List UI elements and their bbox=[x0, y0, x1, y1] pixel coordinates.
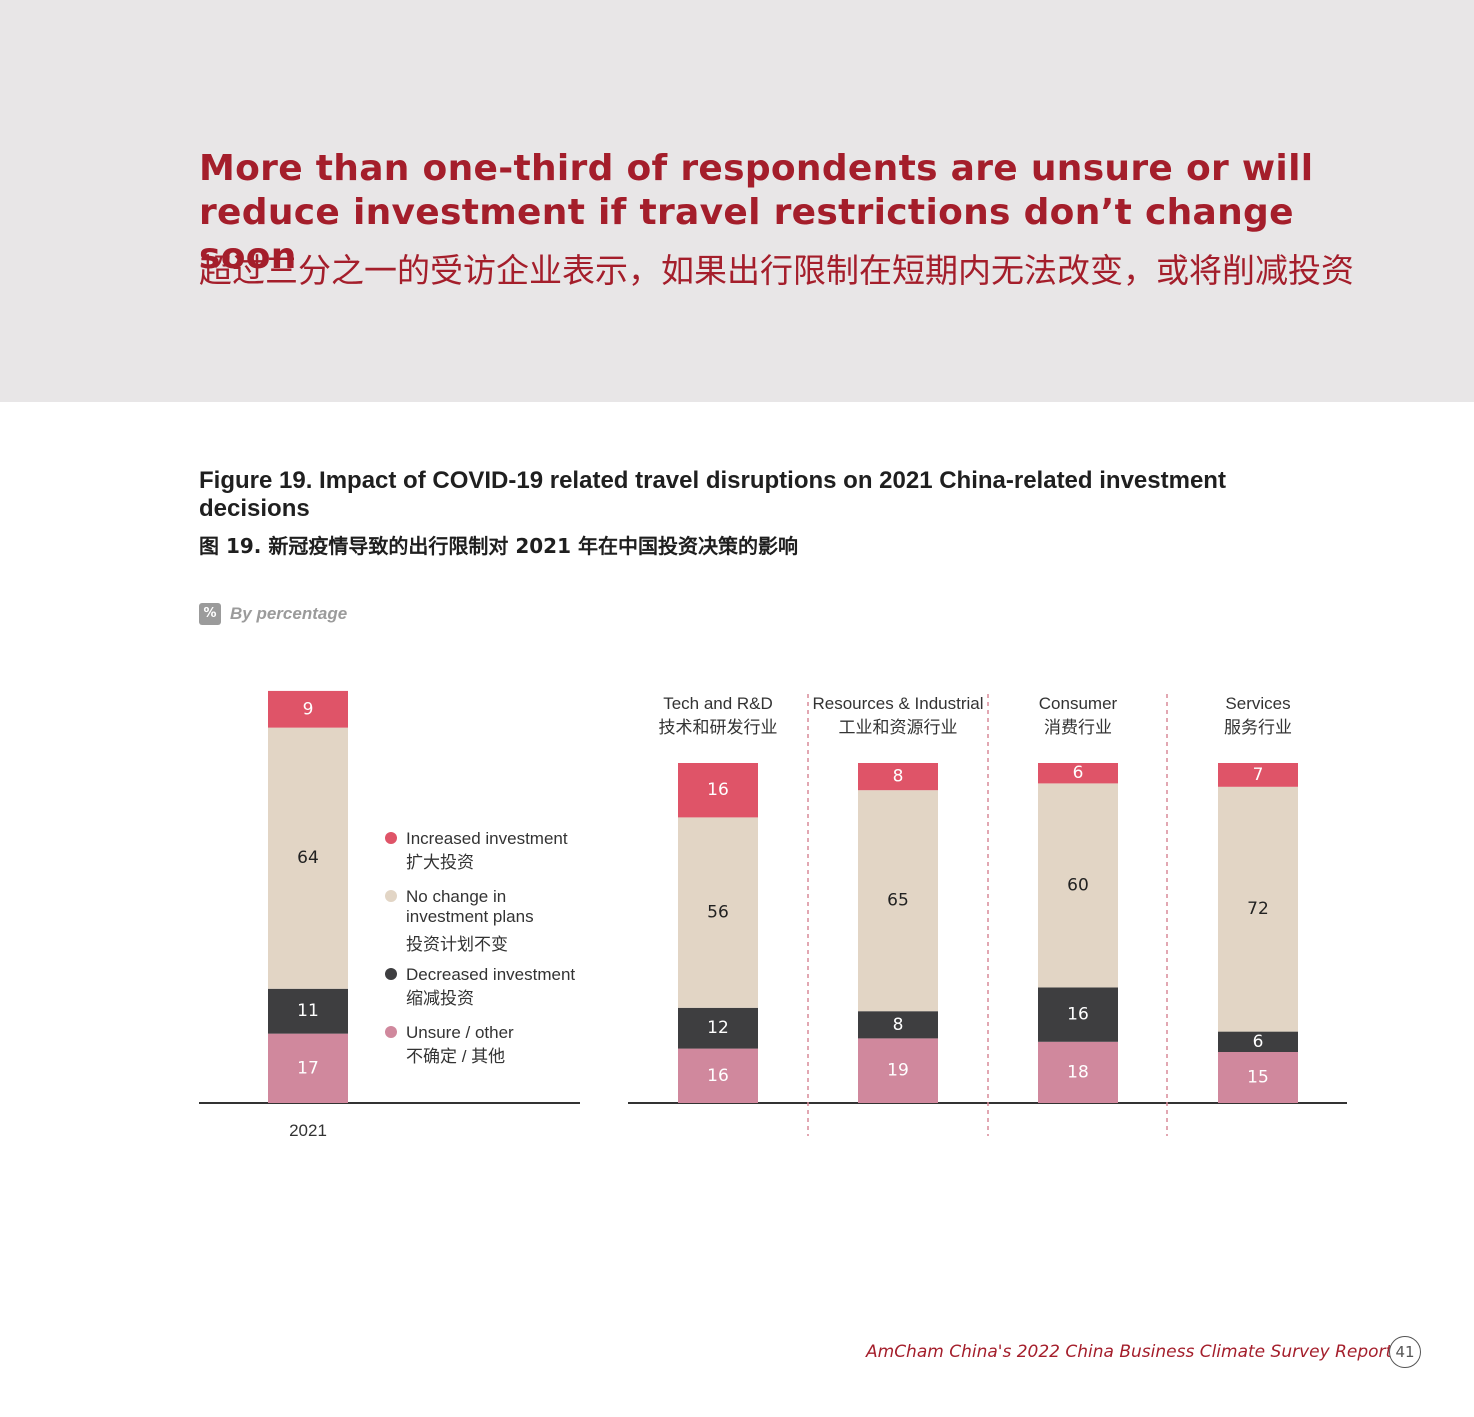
data-label-unsure-consumer: 18 bbox=[1067, 1062, 1089, 1082]
category-label-tech-and-r-d: Tech and R&D bbox=[663, 694, 773, 713]
x-tick-label-2021: 2021 bbox=[289, 1121, 327, 1140]
category-label-consumer: Consumer bbox=[1039, 694, 1118, 713]
data-label-decreased-services: 6 bbox=[1253, 1032, 1264, 1052]
category-label-zh-tech-and-r-d: 技术和研发行业 bbox=[659, 718, 778, 737]
bar-segment-unsure-2021 bbox=[268, 1033, 348, 1103]
category-label-zh-services: 服务行业 bbox=[1224, 718, 1292, 737]
bar-segment-no-change-resources-industrial bbox=[858, 790, 938, 1012]
percent-icon: % bbox=[199, 603, 221, 625]
bar-segment-increased-resources-industrial bbox=[858, 763, 938, 791]
category-label-zh-resources-industrial: 工业和资源行业 bbox=[839, 718, 958, 737]
figure-title-chinese: 图 19. 新冠疫情导致的出行限制对 2021 年在中国投资决策的影响 bbox=[199, 534, 798, 558]
footer-report-title: AmCham China's 2022 China Business Clima… bbox=[866, 1342, 1393, 1362]
bar-segment-unsure-tech-and-r-d bbox=[678, 1048, 758, 1103]
bar-segment-increased-tech-and-r-d bbox=[678, 763, 758, 818]
bar-segment-increased-services bbox=[1218, 763, 1298, 787]
bar-segment-no-change-2021 bbox=[268, 727, 348, 989]
category-label-resources-industrial: Resources & Industrial bbox=[812, 694, 983, 713]
page-number: 41 bbox=[1389, 1336, 1421, 1368]
data-label-decreased-2021: 11 bbox=[297, 1001, 319, 1021]
legend-label-zh-increased: 扩大投资 bbox=[406, 853, 474, 872]
legend-label-no-change-line2: investment plans bbox=[406, 907, 534, 926]
bar-segment-increased-consumer bbox=[1038, 763, 1118, 784]
figure-title-english: Figure 19. Impact of COVID-19 related tr… bbox=[199, 467, 1226, 522]
data-label-decreased-tech-and-r-d: 12 bbox=[707, 1018, 729, 1038]
data-label-unsure-tech-and-r-d: 16 bbox=[707, 1066, 729, 1086]
data-label-increased-services: 7 bbox=[1253, 765, 1264, 785]
data-label-no-change-2021: 64 bbox=[297, 848, 319, 868]
bar-segment-unsure-consumer bbox=[1038, 1041, 1118, 1103]
legend-marker-decreased bbox=[385, 968, 397, 980]
legend-marker-unsure bbox=[385, 1026, 397, 1038]
data-label-unsure-2021: 17 bbox=[297, 1058, 319, 1078]
legend-label-unsure: Unsure / other bbox=[406, 1023, 514, 1042]
bar-segment-decreased-consumer bbox=[1038, 987, 1118, 1042]
bar-segment-no-change-services bbox=[1218, 786, 1298, 1032]
data-label-no-change-resources-industrial: 65 bbox=[887, 891, 909, 911]
data-label-decreased-resources-industrial: 8 bbox=[893, 1015, 904, 1035]
header-banner bbox=[0, 0, 1474, 402]
legend-label-increased: Increased investment bbox=[406, 829, 568, 848]
headline-english: More than one-third of respondents are u… bbox=[199, 148, 1314, 277]
bar-segment-no-change-consumer bbox=[1038, 783, 1118, 988]
bar-segment-decreased-tech-and-r-d bbox=[678, 1007, 758, 1049]
data-label-increased-tech-and-r-d: 16 bbox=[707, 780, 729, 800]
data-label-decreased-consumer: 16 bbox=[1067, 1005, 1089, 1025]
data-label-increased-consumer: 6 bbox=[1073, 763, 1084, 783]
bar-segment-decreased-services bbox=[1218, 1031, 1298, 1052]
stacked-bar-chart: 17 11 64 9 2021 Increased investment 扩大投资 No ch… bbox=[199, 690, 1347, 1140]
data-label-increased-2021: 9 bbox=[303, 699, 314, 719]
data-label-no-change-tech-and-r-d: 56 bbox=[707, 903, 729, 923]
legend-marker-increased bbox=[385, 832, 397, 844]
data-label-unsure-services: 15 bbox=[1247, 1068, 1269, 1088]
category-label-services: Services bbox=[1225, 694, 1290, 713]
bar-segment-no-change-tech-and-r-d bbox=[678, 817, 758, 1008]
legend-label-zh-decreased: 缩减投资 bbox=[406, 989, 474, 1008]
data-label-no-change-services: 72 bbox=[1247, 899, 1269, 919]
unit-label: By percentage bbox=[230, 604, 348, 623]
data-label-no-change-consumer: 60 bbox=[1067, 875, 1089, 895]
bar-segment-decreased-2021 bbox=[268, 988, 348, 1034]
bar-segment-unsure-resources-industrial bbox=[858, 1038, 938, 1103]
bar-segment-increased-2021 bbox=[268, 690, 348, 728]
category-label-zh-consumer: 消费行业 bbox=[1044, 718, 1112, 737]
data-label-increased-resources-industrial: 8 bbox=[893, 767, 904, 787]
legend-label-zh-no-change: 投资计划不变 bbox=[406, 935, 508, 954]
headline-chinese: 超过三分之一的受访企业表示，如果出行限制在短期内无法改变，或将削减投资 bbox=[199, 251, 1354, 290]
legend-marker-no-change bbox=[385, 890, 397, 902]
data-label-unsure-resources-industrial: 19 bbox=[887, 1061, 909, 1081]
legend-label-decreased: Decreased investment bbox=[406, 965, 575, 984]
legend-label-zh-unsure: 不确定 / 其他 bbox=[406, 1047, 505, 1066]
bar-segment-unsure-services bbox=[1218, 1052, 1298, 1103]
bar-segment-decreased-resources-industrial bbox=[858, 1011, 938, 1039]
legend-label-no-change: No change in bbox=[406, 887, 506, 906]
